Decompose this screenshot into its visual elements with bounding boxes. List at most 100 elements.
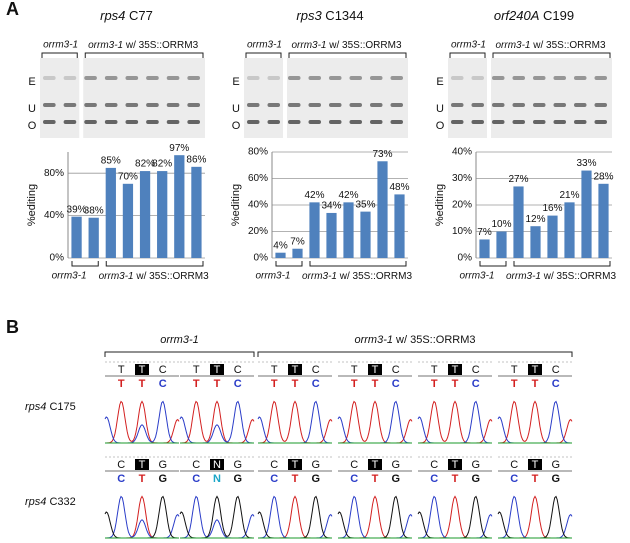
basecall: T <box>292 459 299 471</box>
basecall: T <box>271 364 278 376</box>
chromatogram-trace <box>180 495 255 539</box>
gel-image <box>244 58 283 138</box>
gel-band <box>267 103 280 107</box>
basecall-colored: T <box>292 378 299 390</box>
group-bracket <box>257 351 573 357</box>
chromatogram-trace <box>418 400 493 444</box>
basecall-colored: G <box>551 473 560 485</box>
value-label: 86% <box>186 154 206 165</box>
value-label: 10% <box>491 219 511 230</box>
bar <box>309 202 320 258</box>
group-bracket <box>84 52 204 58</box>
basecall: G <box>391 459 400 471</box>
y-tick-label: 0% <box>254 253 269 264</box>
gel-band <box>247 120 260 124</box>
row-label: rps4 C332 <box>25 496 76 508</box>
gel-band <box>471 120 484 124</box>
basecall: T <box>372 459 379 471</box>
value-label: 33% <box>576 158 596 169</box>
y-tick-label: 0% <box>50 253 65 264</box>
group-label: orrm3-1 w/ 35S::ORRM3 <box>506 271 616 282</box>
basecall-colored: T <box>532 473 539 485</box>
basecall-colored: T <box>139 473 146 485</box>
y-tick-label: 0% <box>458 253 473 264</box>
basecall-colored: T <box>139 378 146 390</box>
basecall: T <box>214 364 221 376</box>
basecall-colored: C <box>392 378 400 390</box>
value-label: 82% <box>152 159 172 170</box>
basecall-colored: C <box>552 378 560 390</box>
gel-band <box>187 120 200 124</box>
bar <box>326 212 337 258</box>
gel-band <box>553 120 566 124</box>
y-tick-label: 40% <box>248 200 268 211</box>
gel-band-label: O <box>28 120 37 132</box>
bar <box>105 167 116 258</box>
group-bracket <box>245 52 282 58</box>
group-label: orrm3-1 <box>459 271 494 282</box>
basecall: T <box>292 364 299 376</box>
gel-band <box>63 120 77 124</box>
basecall-colored: T <box>351 378 358 390</box>
gel-band <box>267 76 280 80</box>
gel-band <box>43 103 56 107</box>
basecall-colored: C <box>270 473 278 485</box>
bar <box>174 155 185 258</box>
basecall: T <box>431 364 438 376</box>
chromatogram-trace <box>498 400 573 444</box>
bar <box>88 217 99 258</box>
gel-band <box>594 103 607 107</box>
value-label: 12% <box>525 214 545 225</box>
panel-label: A <box>6 0 19 19</box>
value-label: 4% <box>273 240 288 251</box>
chromatogram-trace <box>338 495 412 539</box>
chromatogram-trace <box>497 400 572 444</box>
value-label: 82% <box>135 159 155 170</box>
basecall: C <box>472 364 480 376</box>
y-tick-label: 60% <box>248 173 268 184</box>
basecall: C <box>270 459 278 471</box>
gel-band-label: E <box>28 76 35 88</box>
gel-band <box>104 103 118 107</box>
gel-band <box>370 76 383 80</box>
value-label: 97% <box>169 143 189 154</box>
basecall-colored: G <box>391 473 400 485</box>
value-label: 16% <box>542 203 562 214</box>
gel-image <box>448 58 487 138</box>
bar <box>275 252 286 258</box>
basecall-colored: T <box>452 378 459 390</box>
group-bracket <box>41 52 78 58</box>
basecall-colored: T <box>372 473 379 485</box>
basecall-colored: G <box>311 473 320 485</box>
bar <box>479 239 490 258</box>
basecall: T <box>372 364 379 376</box>
gel-band <box>104 120 118 124</box>
gel-band <box>166 103 180 107</box>
basecall: T <box>139 459 146 471</box>
basecall-box <box>368 459 382 470</box>
value-label: 7% <box>477 227 492 238</box>
basecall-colored: C <box>159 378 167 390</box>
bar <box>581 170 592 258</box>
basecall-colored: T <box>511 378 518 390</box>
group-label: orrm3-1 <box>43 40 78 51</box>
gel-band <box>512 103 525 107</box>
basecall-colored: C <box>192 473 200 485</box>
basecall-colored: G <box>471 473 480 485</box>
basecall: G <box>233 459 242 471</box>
basecall: C <box>117 459 125 471</box>
bar <box>394 194 405 258</box>
basecall-box <box>135 364 149 375</box>
gel-band <box>574 120 587 124</box>
gel-band <box>533 76 546 80</box>
gel-band <box>166 120 180 124</box>
gel-band <box>349 103 362 107</box>
y-tick-label: 10% <box>452 226 472 237</box>
group-bracket <box>71 261 99 267</box>
bar <box>343 202 354 258</box>
basecall: N <box>213 459 221 471</box>
gel-image <box>491 58 612 138</box>
gel-band <box>390 103 403 107</box>
basecall-box <box>448 459 462 470</box>
basecall-box <box>448 364 462 375</box>
